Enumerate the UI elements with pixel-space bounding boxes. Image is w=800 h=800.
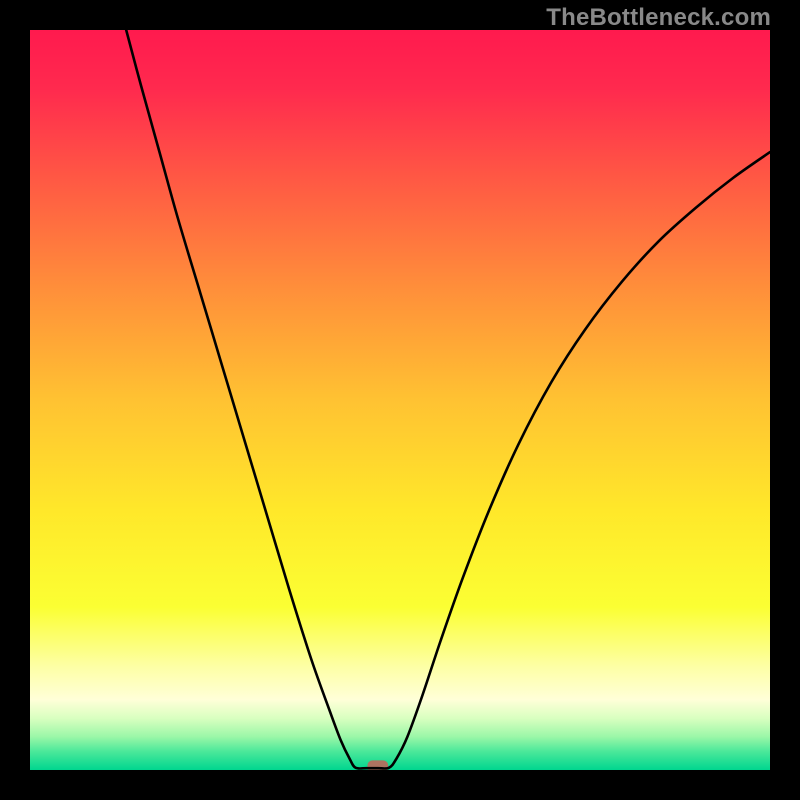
bottleneck-curve xyxy=(126,30,770,769)
chart-frame: TheBottleneck.com xyxy=(0,0,800,800)
watermark-text: TheBottleneck.com xyxy=(546,4,771,32)
bottleneck-point xyxy=(367,760,388,772)
chart-svg xyxy=(0,0,800,800)
